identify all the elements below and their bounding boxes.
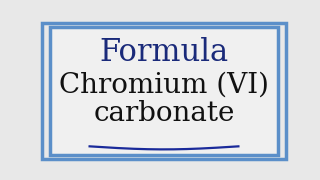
- Text: carbonate: carbonate: [93, 100, 235, 127]
- FancyBboxPatch shape: [50, 27, 278, 155]
- Text: Formula: Formula: [100, 37, 228, 68]
- Text: Chromium (VI): Chromium (VI): [59, 72, 269, 99]
